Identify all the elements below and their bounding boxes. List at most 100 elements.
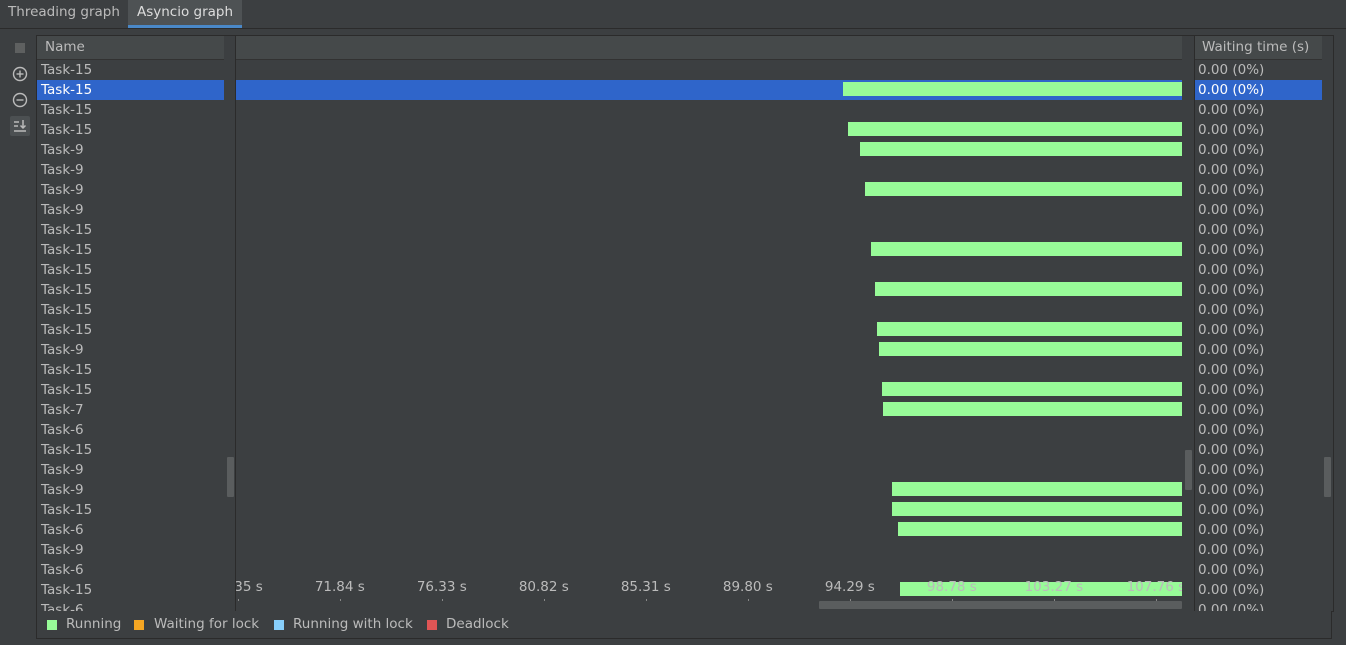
timeline-row[interactable] <box>236 280 1182 300</box>
running-bar[interactable] <box>877 322 1182 336</box>
name-list-scrollbar[interactable] <box>227 457 234 497</box>
running-bar[interactable] <box>879 342 1182 356</box>
timeline-row[interactable] <box>236 360 1182 380</box>
running-bar[interactable] <box>891 482 1182 496</box>
waiting-time-row[interactable]: 0.00 (0%) <box>1198 522 1265 538</box>
name-column-header[interactable]: Name <box>37 36 224 60</box>
zoom-out-button[interactable] <box>10 90 30 110</box>
timeline-row[interactable] <box>236 220 1182 240</box>
task-name-row[interactable]: Task-6 <box>41 422 84 438</box>
waiting-time-row[interactable]: 0.00 (0%) <box>1198 562 1265 578</box>
timeline-row[interactable] <box>236 180 1182 200</box>
waiting-time-row[interactable]: 0.00 (0%) <box>1198 242 1265 258</box>
waiting-time-row[interactable]: 0.00 (0%) <box>1198 302 1265 318</box>
waiting-time-column-header[interactable]: Waiting time (s) <box>1195 36 1322 60</box>
running-bar[interactable] <box>882 382 1182 396</box>
waiting-time-row[interactable]: 0.00 (0%) <box>1198 402 1265 418</box>
running-bar[interactable] <box>900 582 1182 596</box>
waiting-time-row[interactable]: 0.00 (0%) <box>1198 222 1265 238</box>
waiting-time-row[interactable]: 0.00 (0%) <box>1198 502 1265 518</box>
task-name-row[interactable]: Task-9 <box>41 142 84 158</box>
task-name-row[interactable]: Task-9 <box>41 542 84 558</box>
timeline-row[interactable] <box>236 560 1182 580</box>
timeline-row[interactable] <box>236 480 1182 500</box>
task-name-row[interactable]: Task-9 <box>41 162 84 178</box>
running-bar[interactable] <box>871 242 1182 256</box>
running-bar[interactable] <box>843 82 1182 96</box>
waiting-time-row[interactable]: 0.00 (0%) <box>1198 602 1265 611</box>
waiting-time-row[interactable]: 0.00 (0%) <box>1198 382 1265 398</box>
graph-scrollbar[interactable] <box>1185 450 1192 490</box>
running-bar[interactable] <box>883 402 1182 416</box>
running-bar[interactable] <box>864 182 1182 196</box>
waiting-time-row[interactable]: 0.00 (0%) <box>1198 202 1265 218</box>
timeline-row[interactable] <box>236 260 1182 280</box>
timeline-row[interactable] <box>236 540 1182 560</box>
waiting-time-row[interactable]: 0.00 (0%) <box>1198 542 1265 558</box>
task-name-row[interactable]: Task-15 <box>41 102 93 118</box>
waiting-time-row[interactable]: 0.00 (0%) <box>1198 182 1265 198</box>
task-name-row[interactable]: Task-15 <box>41 382 93 398</box>
task-name-row[interactable]: Task-6 <box>41 522 84 538</box>
running-bar[interactable] <box>875 282 1182 296</box>
waiting-time-row[interactable]: 0.00 (0%) <box>1198 342 1265 358</box>
task-name-row[interactable]: Task-15 <box>41 582 93 598</box>
task-name-row[interactable]: Task-15 <box>41 362 93 378</box>
task-name-row[interactable]: Task-9 <box>41 462 84 478</box>
timeline-row[interactable] <box>236 160 1182 180</box>
task-name-row[interactable]: Task-9 <box>41 482 84 498</box>
timeline-row[interactable] <box>236 80 1182 100</box>
running-bar[interactable] <box>891 502 1182 516</box>
timeline-row[interactable] <box>236 500 1182 520</box>
task-name-row[interactable]: Task-9 <box>41 202 84 218</box>
task-name-row[interactable]: Task-6 <box>41 602 84 611</box>
waiting-time-row[interactable]: 0.00 (0%) <box>1195 80 1322 100</box>
timeline-row[interactable] <box>236 200 1182 220</box>
task-name-row[interactable]: Task-15 <box>41 242 93 258</box>
task-name-row[interactable]: Task-15 <box>41 502 93 518</box>
stop-button[interactable] <box>10 38 30 58</box>
timeline-row[interactable] <box>236 120 1182 140</box>
waiting-time-row[interactable]: 0.00 (0%) <box>1198 422 1265 438</box>
waiting-time-row[interactable]: 0.00 (0%) <box>1198 122 1265 138</box>
waiting-time-row[interactable]: 0.00 (0%) <box>1198 362 1265 378</box>
waiting-time-row[interactable]: 0.00 (0%) <box>1198 162 1265 178</box>
waiting-time-row[interactable]: 0.00 (0%) <box>1198 142 1265 158</box>
task-name-row[interactable]: Task-7 <box>41 402 84 418</box>
running-bar[interactable] <box>847 122 1182 136</box>
task-name-row[interactable]: Task-6 <box>41 562 84 578</box>
waiting-time-row[interactable]: 0.00 (0%) <box>1198 482 1265 498</box>
task-name-row[interactable]: Task-15 <box>41 442 93 458</box>
scroll-to-end-button[interactable] <box>10 116 30 136</box>
task-name-row[interactable]: Task-15 <box>41 302 93 318</box>
timeline-row[interactable] <box>236 420 1182 440</box>
timeline-row[interactable] <box>236 140 1182 160</box>
task-name-row[interactable]: Task-15 <box>41 282 93 298</box>
timeline-row[interactable] <box>236 340 1182 360</box>
timeline-row[interactable] <box>236 520 1182 540</box>
task-name-row[interactable]: Task-15 <box>41 322 93 338</box>
timeline-row[interactable] <box>236 580 1182 600</box>
timeline-row[interactable] <box>236 300 1182 320</box>
waiting-time-row[interactable]: 0.00 (0%) <box>1198 62 1265 78</box>
waiting-list-scrollbar[interactable] <box>1324 457 1331 497</box>
timeline-row[interactable] <box>236 440 1182 460</box>
waiting-time-row[interactable]: 0.00 (0%) <box>1198 462 1265 478</box>
column-divider[interactable] <box>235 36 236 611</box>
waiting-time-row[interactable]: 0.00 (0%) <box>1198 102 1265 118</box>
task-name-row[interactable]: Task-9 <box>41 342 84 358</box>
column-divider[interactable] <box>1194 36 1195 611</box>
task-name-row[interactable]: Task-15 <box>41 262 93 278</box>
waiting-time-row[interactable]: 0.00 (0%) <box>1198 282 1265 298</box>
timeline-row[interactable] <box>236 240 1182 260</box>
task-name-row[interactable]: Task-15 <box>41 62 93 78</box>
timeline-row[interactable] <box>236 460 1182 480</box>
timeline-row[interactable] <box>236 60 1182 80</box>
tab-threading-graph[interactable]: Threading graph <box>8 4 120 20</box>
task-name-row[interactable]: Task-15 <box>41 122 93 138</box>
task-name-row[interactable]: Task-9 <box>41 182 84 198</box>
horizontal-scrollbar[interactable] <box>819 601 1182 609</box>
running-bar[interactable] <box>860 142 1182 156</box>
running-bar[interactable] <box>898 522 1182 536</box>
tab-asyncio-graph[interactable]: Asyncio graph <box>128 0 242 28</box>
